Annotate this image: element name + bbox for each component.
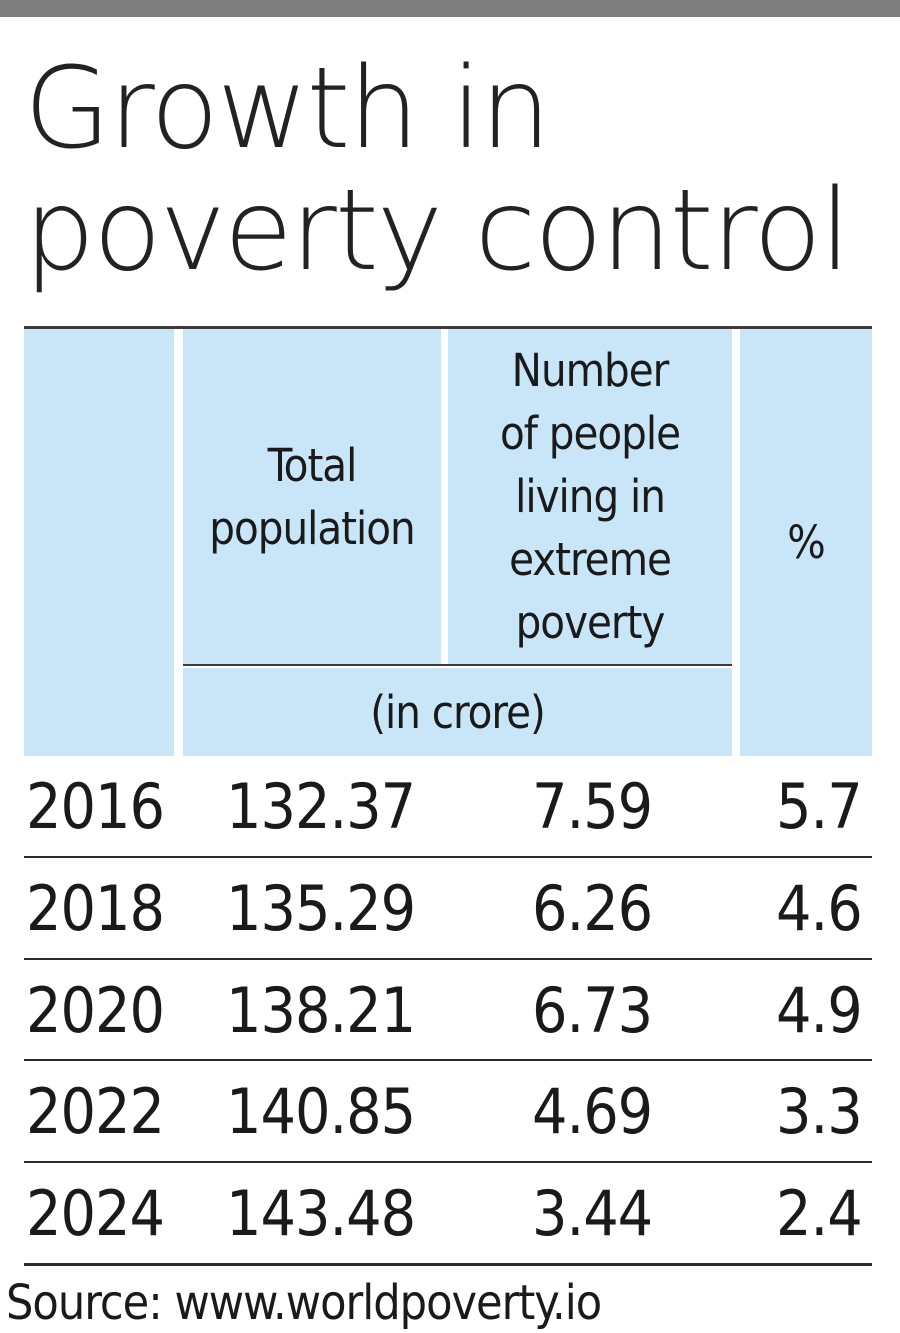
- table-row: 2020 138.21 6.73 4.9: [24, 960, 872, 1061]
- header-cell-total: [183, 329, 441, 664]
- chart-title: Growth in poverty control: [24, 48, 884, 292]
- row-divider: [24, 856, 872, 858]
- source-note: Source: www.worldpoverty.io: [6, 1275, 602, 1331]
- header-unit-label: (in crore): [370, 685, 546, 739]
- cell-year: 2018: [26, 872, 165, 945]
- table-row: 2022 140.85 4.69 3.3: [24, 1061, 872, 1162]
- cell-pct: 4.6: [776, 872, 863, 945]
- cell-poverty: 3.44: [532, 1177, 653, 1250]
- header-top-rule: [24, 326, 872, 329]
- cell-year: 2024: [26, 1177, 165, 1250]
- cell-total: 143.48: [226, 1177, 416, 1250]
- header-total-label: Total population: [209, 438, 415, 555]
- table-bottom-rule: [24, 1263, 872, 1266]
- cell-year: 2022: [26, 1075, 165, 1148]
- cell-pct: 2.4: [776, 1177, 863, 1250]
- cell-poverty: 6.26: [532, 872, 653, 945]
- header-unit-rule: [183, 664, 732, 666]
- cell-total: 138.21: [226, 974, 416, 1047]
- header-cell-poverty: [448, 329, 732, 664]
- title-line-1: Growth in: [24, 44, 551, 174]
- table-row: 2024 143.48 3.44 2.4: [24, 1163, 872, 1264]
- header-cell-pct: [740, 329, 872, 756]
- cell-pct: 4.9: [776, 974, 863, 1047]
- cell-poverty: 4.69: [532, 1075, 653, 1148]
- header-cell-year: [24, 329, 174, 756]
- cell-year: 2016: [26, 770, 165, 843]
- header-cell-unit: [183, 668, 732, 756]
- row-divider: [24, 1161, 872, 1163]
- cell-pct: 5.7: [776, 770, 863, 843]
- cell-poverty: 7.59: [532, 770, 653, 843]
- title-line-2: poverty control: [24, 166, 851, 296]
- cell-total: 135.29: [226, 872, 416, 945]
- table-row: 2016 132.37 7.59 5.7: [24, 756, 872, 857]
- cell-year: 2020: [26, 974, 165, 1047]
- header-pct-label: %: [787, 516, 825, 569]
- cell-poverty: 6.73: [532, 974, 653, 1047]
- table-row: 2018 135.29 6.26 4.6: [24, 858, 872, 959]
- top-bar: [0, 0, 900, 17]
- header-poverty-label: Number of people living in extreme pover…: [499, 344, 681, 649]
- row-divider: [24, 958, 872, 960]
- cell-pct: 3.3: [776, 1075, 863, 1148]
- row-divider: [24, 1059, 872, 1061]
- cell-total: 140.85: [226, 1075, 416, 1148]
- cell-total: 132.37: [226, 770, 416, 843]
